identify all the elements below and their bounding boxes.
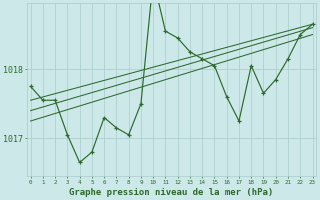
X-axis label: Graphe pression niveau de la mer (hPa): Graphe pression niveau de la mer (hPa) — [69, 188, 274, 197]
